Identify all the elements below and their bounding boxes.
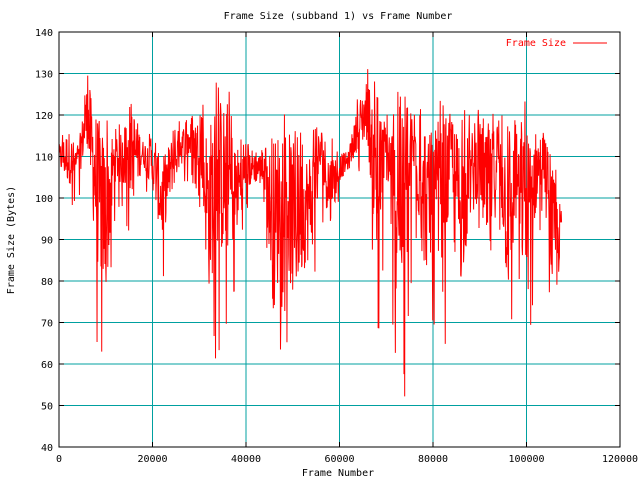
grid-lines [59, 32, 620, 447]
y-axis-ticks: 40 50 60 70 80 90 100 110 120 130 140 [35, 28, 620, 454]
x-axis-label: Frame Number [302, 468, 374, 479]
x-tick-label: 60000 [324, 454, 354, 465]
legend: Frame Size [506, 38, 607, 49]
y-tick-label: 90 [41, 236, 53, 247]
y-axis-label: Frame Size (Bytes) [6, 186, 17, 294]
y-tick-label: 130 [35, 70, 53, 81]
y-tick-label: 140 [35, 28, 53, 39]
y-tick-label: 80 [41, 277, 53, 288]
x-tick-label: 20000 [137, 454, 167, 465]
legend-label-frame-size: Frame Size [506, 38, 566, 49]
y-tick-label: 110 [35, 153, 53, 164]
chart-title: Frame Size (subband 1) vs Frame Number [224, 11, 453, 22]
y-tick-label: 120 [35, 111, 53, 122]
x-tick-label: 100000 [508, 454, 544, 465]
x-tick-label: 120000 [602, 454, 638, 465]
x-tick-label: 40000 [231, 454, 261, 465]
x-tick-label: 0 [56, 454, 62, 465]
plot-area [58, 69, 563, 397]
y-tick-label: 50 [41, 402, 53, 413]
x-axis-ticks: 0 20000 40000 60000 80000 100000 120000 [56, 32, 638, 465]
series-line-frame-size [58, 69, 563, 397]
y-tick-label: 60 [41, 360, 53, 371]
y-tick-label: 40 [41, 443, 53, 454]
x-tick-label: 80000 [418, 454, 448, 465]
y-tick-label: 100 [35, 194, 53, 205]
y-tick-label: 70 [41, 319, 53, 330]
